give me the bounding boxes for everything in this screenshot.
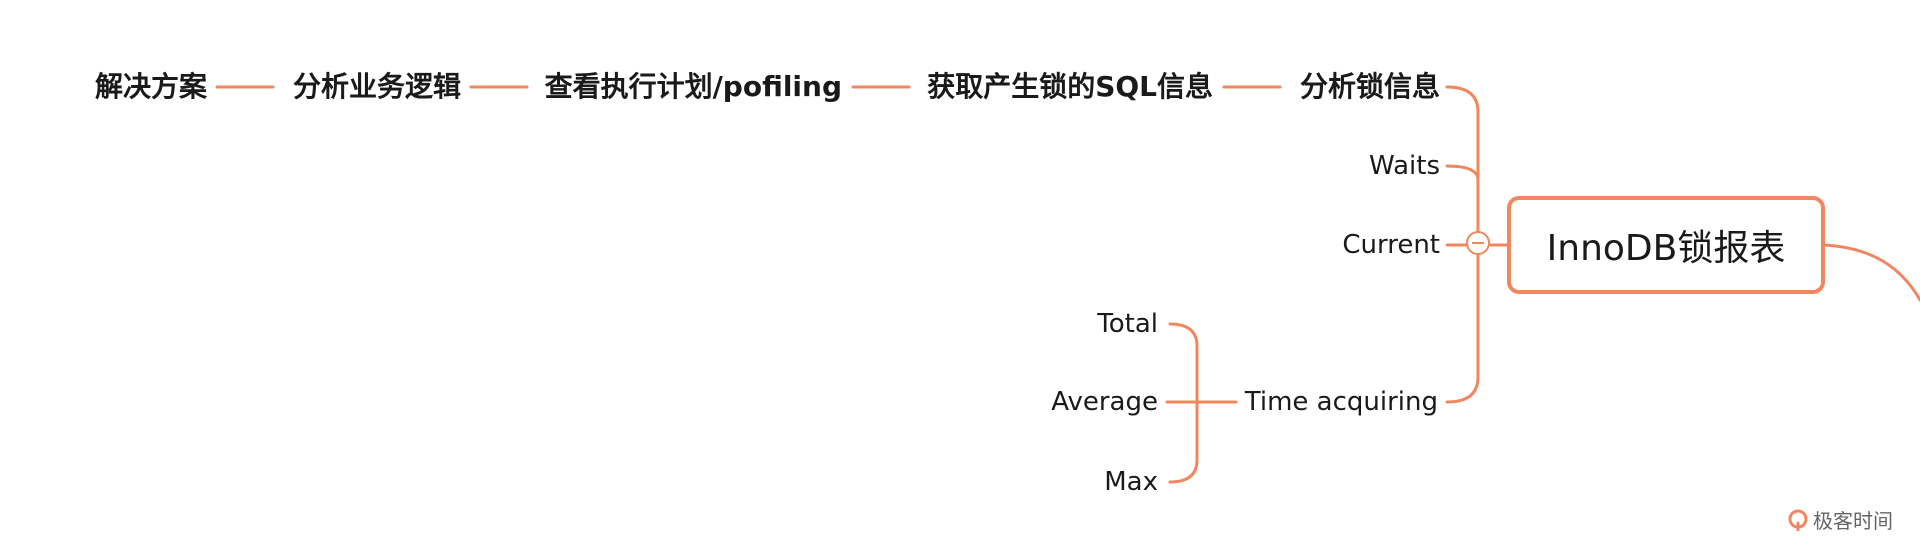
root-node[interactable]: InnoDB锁报表 xyxy=(1507,196,1825,294)
collapse-toggle-button[interactable] xyxy=(1466,231,1490,255)
node-waits[interactable]: Waits xyxy=(1369,151,1440,181)
watermark-text: 极客时间 xyxy=(1813,509,1893,533)
watermark: 极客时间 xyxy=(1787,505,1893,534)
node-total[interactable]: Total xyxy=(1097,309,1158,339)
node-time-acquiring[interactable]: Time acquiring xyxy=(1244,387,1438,417)
node-max[interactable]: Max xyxy=(1104,467,1158,497)
node-current[interactable]: Current xyxy=(1342,230,1440,260)
node-average[interactable]: Average xyxy=(1051,387,1158,417)
node-get-lock-sql[interactable]: 获取产生锁的SQL信息 xyxy=(927,70,1213,103)
node-analyze-lock-info[interactable]: 分析锁信息 xyxy=(1299,70,1440,103)
node-solution[interactable]: 解决方案 xyxy=(94,70,207,103)
root-outgoing-connector xyxy=(1823,243,1920,302)
waits-connector xyxy=(1445,164,1480,182)
node-explain-profiling[interactable]: 查看执行计划/pofiling xyxy=(544,70,842,103)
root-label: InnoDB锁报表 xyxy=(1546,228,1786,269)
node-business-logic[interactable]: 分析业务逻辑 xyxy=(292,70,461,103)
geektime-logo-icon xyxy=(1788,509,1808,531)
